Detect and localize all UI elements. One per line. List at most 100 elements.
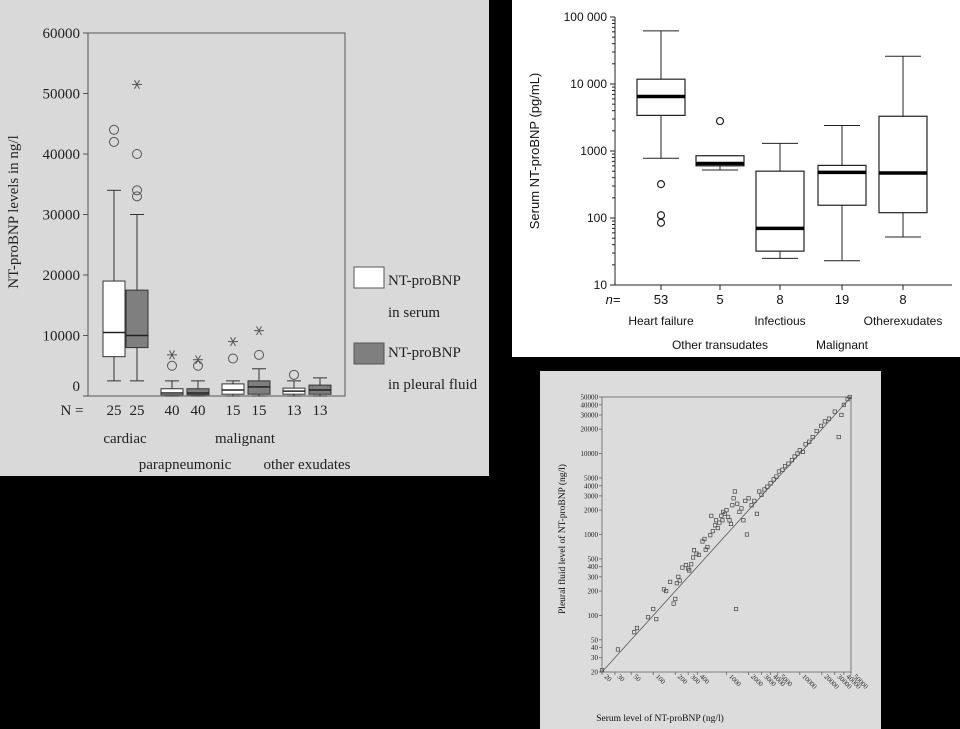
x-axis-label: Serum level of NT-proBNP (ng/l) (596, 713, 724, 724)
extreme-point (193, 355, 203, 365)
scatter-point (676, 574, 681, 579)
scatter-point (724, 508, 729, 513)
scatter-point (739, 506, 744, 511)
scatter-point (634, 625, 640, 631)
extreme-point-stroke (195, 355, 201, 365)
y-tick-label: 40000 (581, 401, 599, 409)
fit-line (601, 396, 852, 673)
y-tick-label: 100 000 (564, 10, 608, 24)
y-tick-label: 0 (73, 379, 81, 395)
extreme-point-stroke (134, 79, 140, 90)
scatter-point (664, 589, 669, 594)
scatter-point (826, 416, 831, 421)
legend-swatch-serum (353, 266, 385, 289)
scatter-point (728, 521, 733, 527)
group-label: cardiac (103, 431, 147, 447)
scatter-point (632, 630, 637, 635)
scatter-point (719, 513, 724, 518)
box-serum (102, 280, 126, 358)
box-pleural (186, 388, 210, 396)
box-serum (221, 383, 245, 395)
legend-label: in pleural fluid (388, 377, 478, 393)
scatter-point (776, 469, 782, 474)
x-tick-label: 50 (632, 673, 643, 684)
x-tick-label: 20 (603, 673, 614, 684)
n-count: 25 (130, 403, 145, 419)
y-tick-label: 50 (591, 636, 599, 644)
group-label: malignant (215, 431, 276, 447)
scatter-point (741, 518, 746, 523)
scatter-point (786, 461, 791, 466)
outlier-point (193, 360, 203, 371)
n-count: 40 (165, 403, 180, 419)
scatter-point (671, 601, 676, 606)
n-count: 15 (252, 403, 267, 419)
y-tick-label: 5000 (584, 474, 599, 482)
y-tick-label: 10000 (581, 450, 599, 458)
y-tick-label: 10000 (43, 329, 81, 345)
y-tick-label: 40000 (43, 147, 81, 163)
x-tick-label: 400 (698, 673, 711, 686)
category-label: Other transudates (672, 338, 768, 352)
n-count: 19 (835, 292, 849, 307)
scatter-point (713, 523, 718, 528)
scatter-point (759, 492, 764, 497)
y-tick-label: 300 (588, 573, 599, 581)
y-tick-label: 3000 (584, 492, 599, 500)
scatter-point (713, 518, 719, 523)
scatter-point (754, 511, 759, 516)
scatter-point (845, 397, 850, 402)
y-tick-label: 20 (591, 669, 599, 677)
legend-label: in serum (388, 305, 440, 321)
y-axis-label: NT-proBNP levels in ng/l (6, 135, 22, 288)
y-tick-label: 30000 (581, 411, 599, 419)
y-tick-label: 500 (588, 555, 599, 563)
box (695, 155, 745, 167)
scatter-point (651, 606, 656, 612)
scatter-point (737, 509, 742, 514)
extreme-point (167, 350, 177, 360)
box-plot-log: 10 100 1000 10 000 100 000 Serum NT-proBNP (p… (527, 10, 952, 352)
scatter-point (687, 568, 692, 573)
extreme-point (132, 79, 142, 90)
outlier-point (656, 211, 666, 220)
extreme-point-stroke (169, 350, 175, 360)
scatter-point (735, 501, 740, 506)
box-pleural (125, 289, 149, 349)
scatter-point (818, 423, 824, 428)
outlier-point (656, 180, 666, 189)
extreme-point (228, 336, 238, 347)
scatter-point (803, 442, 808, 447)
scatter-point (752, 498, 757, 503)
y-tick-label: 60000 (43, 26, 81, 42)
x-tick-label: 30 (615, 673, 626, 684)
y-tick-label: 10 000 (570, 77, 607, 91)
scatter-point (744, 532, 749, 537)
x-tick-label: 200 (676, 673, 689, 686)
scatter-point (800, 449, 805, 454)
n-count: 40 (191, 403, 206, 419)
y-tick-label: 20000 (43, 268, 81, 284)
scatter-point (810, 434, 815, 440)
scatter-point (691, 548, 697, 553)
scatter-point (746, 496, 751, 501)
category-label: Infectious (754, 314, 805, 328)
category-label: Otherexudates (864, 314, 943, 328)
scatter-point (730, 503, 735, 508)
scatter-point (674, 581, 679, 586)
scatter-point (715, 526, 720, 531)
scatter-point (814, 428, 819, 434)
n-count: 13 (313, 403, 328, 419)
scatter-point (807, 439, 812, 444)
scatter-point (645, 615, 651, 620)
scatter-point (792, 454, 797, 459)
extreme-point-stroke (256, 326, 262, 336)
outlier-point (656, 218, 666, 227)
y-tick-label: 30000 (43, 208, 81, 224)
y-tick-label: 1000 (580, 144, 607, 158)
scatter-point (677, 578, 682, 583)
y-axis-label: Pleural fluid level of NT-proBNP (ng/l) (557, 464, 568, 614)
y-tick-label: 10 (594, 278, 608, 292)
scatter-point (832, 409, 837, 414)
scatter-point (668, 579, 673, 584)
